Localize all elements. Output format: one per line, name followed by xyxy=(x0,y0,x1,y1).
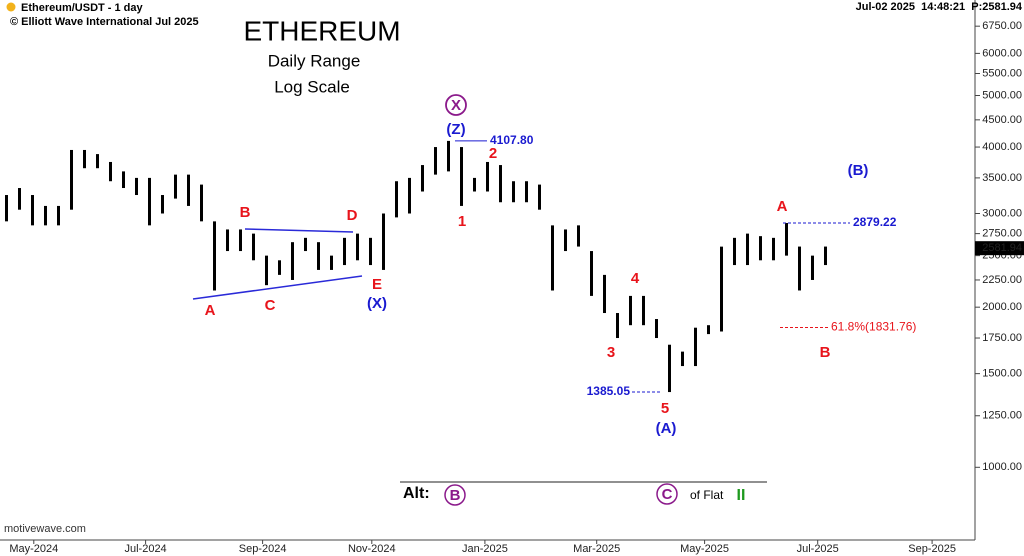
y-tick-label: 6000.00 xyxy=(982,47,1022,59)
alt-wave: B xyxy=(450,487,461,504)
y-tick-label: 1250.00 xyxy=(982,410,1022,422)
alt-circle xyxy=(444,484,466,506)
symbol: Ethereum/USDT - 1 day xyxy=(21,2,144,14)
scale-note: Log Scale xyxy=(274,77,350,96)
wave-label: (X) xyxy=(367,295,387,312)
wave-label: C xyxy=(265,297,276,314)
last-price-label: 2581.94 xyxy=(982,242,1022,254)
y-tick-label: 1500.00 xyxy=(982,368,1022,380)
wave-label: E xyxy=(372,276,382,293)
wave-label: B xyxy=(240,204,251,221)
wave-label: X xyxy=(451,97,461,114)
y-tick-label: 2000.00 xyxy=(982,301,1022,313)
y-tick-label: 2250.00 xyxy=(982,274,1022,286)
wave-label: 1 xyxy=(458,213,466,230)
alt-mark: II xyxy=(737,487,746,504)
y-tick-label: 3000.00 xyxy=(982,207,1022,219)
wave-label: D xyxy=(347,207,358,224)
triangle-line xyxy=(192,275,363,300)
price-level-label: 4107.80 xyxy=(490,133,534,147)
x-tick-label: Sep-2024 xyxy=(239,543,287,555)
wave-label: 5 xyxy=(661,400,669,417)
wave-label: (B) xyxy=(848,162,869,179)
wave-label: B xyxy=(820,344,831,361)
watermark: motivewave.com xyxy=(4,523,86,535)
x-tick-label: Jan-2025 xyxy=(462,543,508,555)
x-tick-label: Sep-2025 xyxy=(908,543,956,555)
status: Jul-02 2025 14:48:21 P:2581.94 xyxy=(856,1,1023,13)
alt-label: Alt: xyxy=(403,485,430,502)
last-price-tag xyxy=(975,241,1024,256)
alt-circle xyxy=(656,483,678,505)
price-level-label: 2879.22 xyxy=(853,215,897,229)
y-tick-label: 1750.00 xyxy=(982,332,1022,344)
wave-label: 2 xyxy=(489,145,497,162)
alt-wave: C xyxy=(662,486,673,503)
x-tick-label: Jul-2024 xyxy=(124,543,166,555)
x-tick-label: Mar-2025 xyxy=(573,543,620,555)
y-tick-label: 5000.00 xyxy=(982,89,1022,101)
y-tick-label: 6750.00 xyxy=(982,20,1022,32)
x-tick-label: Nov-2024 xyxy=(348,543,396,555)
wave-label: 4 xyxy=(631,270,640,287)
y-tick-label: 5500.00 xyxy=(982,67,1022,79)
y-tick-label: 4000.00 xyxy=(982,141,1022,153)
wave-label: A xyxy=(777,198,788,215)
y-tick-label: 3500.00 xyxy=(982,172,1022,184)
triangle-line xyxy=(244,228,354,233)
alt-text: of Flat xyxy=(690,488,724,502)
price-level-label: 61.8%(1831.76) xyxy=(831,320,916,334)
wave-label: A xyxy=(205,302,216,319)
x-tick-label: May-2024 xyxy=(9,543,58,555)
price-level-label: 1385.05 xyxy=(587,384,631,398)
wave-label: (A) xyxy=(656,420,677,437)
copyright: © Elliott Wave International Jul 2025 xyxy=(10,16,199,28)
wave-label: 3 xyxy=(607,344,615,361)
subtitle: Daily Range xyxy=(268,51,361,70)
wave-circle xyxy=(445,94,467,116)
y-tick-label: 4500.00 xyxy=(982,114,1022,126)
symbol-dot xyxy=(6,2,16,12)
chart-title: ETHEREUM xyxy=(243,15,400,46)
wave-label: (Z) xyxy=(446,121,465,138)
y-tick-label: 2750.00 xyxy=(982,228,1022,240)
x-tick-label: May-2025 xyxy=(680,543,729,555)
x-tick-label: Jul-2025 xyxy=(797,543,839,555)
y-tick-label: 1000.00 xyxy=(982,461,1022,473)
